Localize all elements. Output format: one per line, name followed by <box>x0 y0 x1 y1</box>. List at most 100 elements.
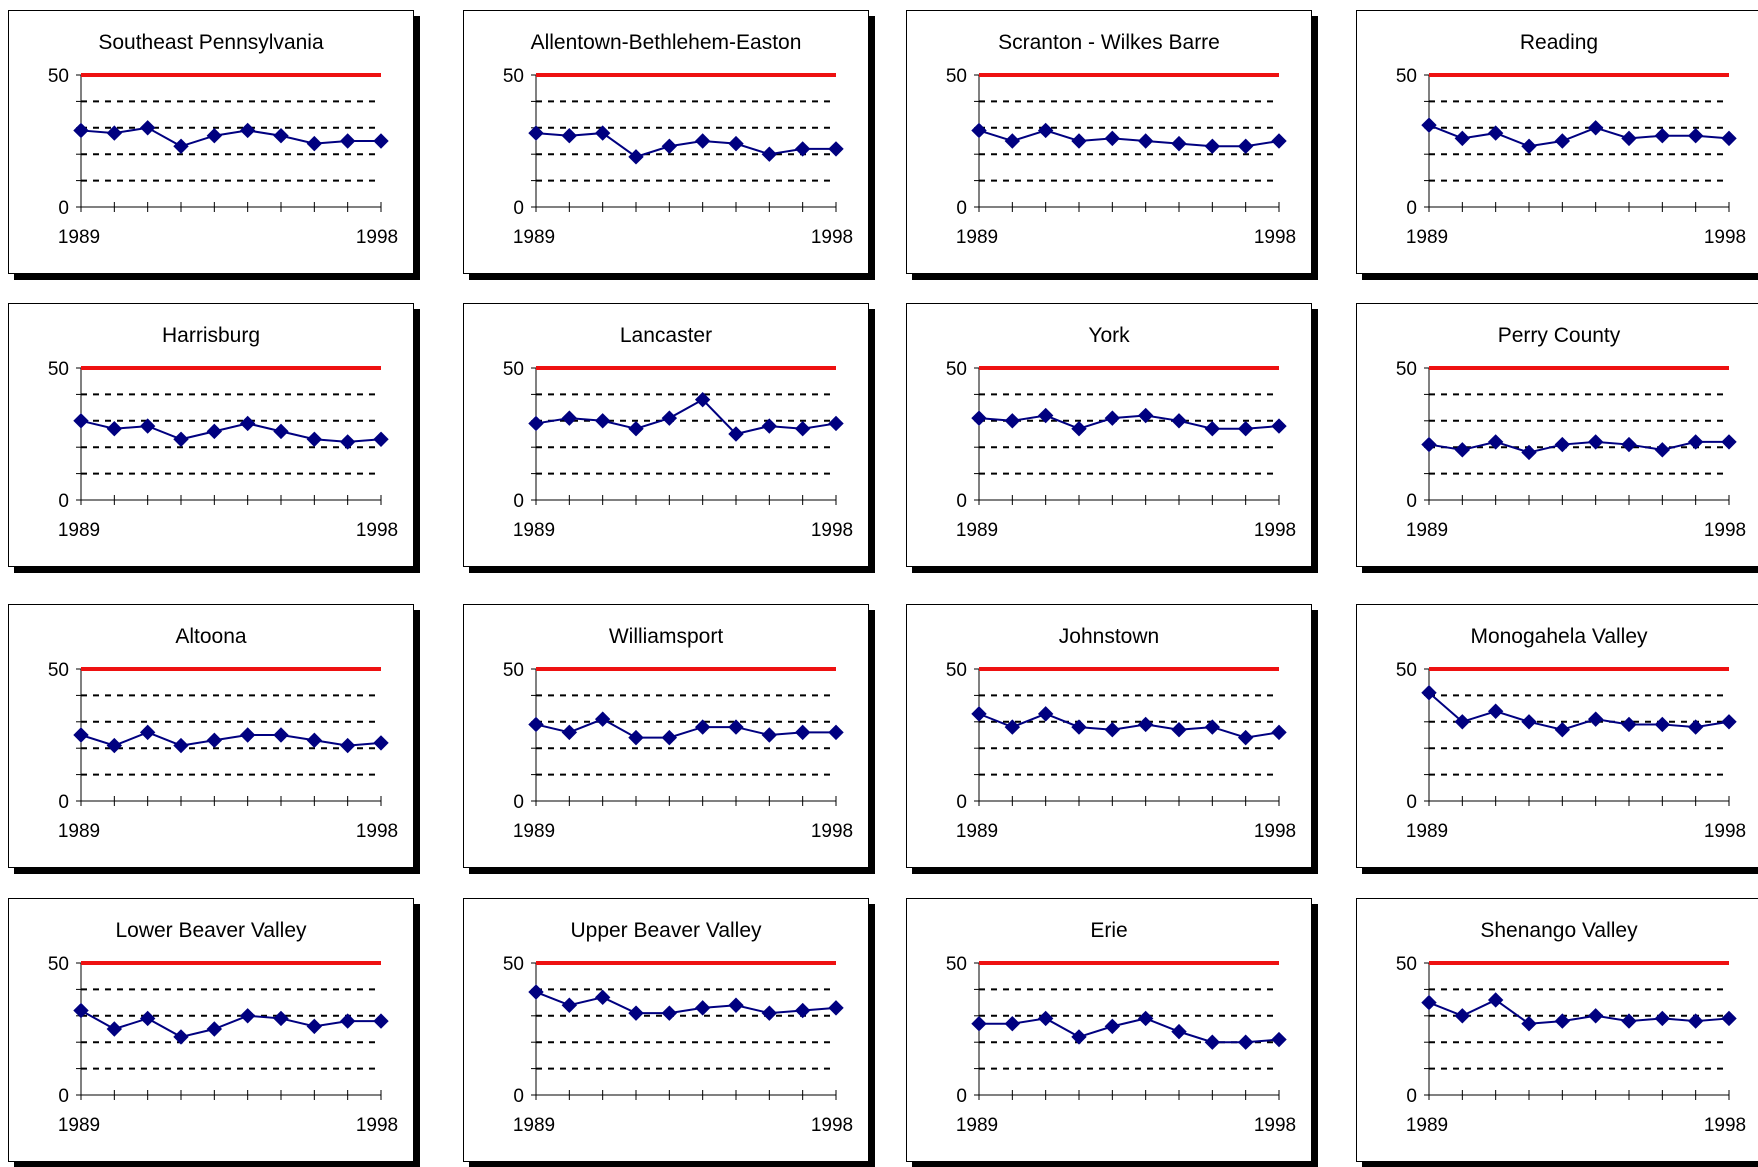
x-tick-label: 1998 <box>1254 821 1296 842</box>
data-point <box>73 727 89 743</box>
y-tick-label: 0 <box>58 792 69 813</box>
data-point <box>694 719 711 735</box>
data-point <box>339 434 356 450</box>
y-tick-label: 50 <box>946 359 967 380</box>
chart-title: York <box>1088 324 1130 347</box>
data-point <box>206 128 223 144</box>
chart-plot: 50 0 1989 1998 <box>48 954 398 1136</box>
data-point <box>971 122 987 139</box>
data-point <box>1171 135 1187 152</box>
x-tick-label: 1989 <box>58 520 100 541</box>
data-point <box>139 120 156 136</box>
data-point <box>1687 128 1704 144</box>
data-point <box>173 431 189 447</box>
data-point <box>1171 1023 1187 1040</box>
data-point <box>694 133 711 149</box>
chart-panel: Johnstown 50 0 1989 1998 <box>906 604 1312 868</box>
data-point <box>1721 130 1737 147</box>
data-point <box>73 1002 89 1019</box>
data-point <box>1071 421 1087 437</box>
data-point <box>1104 130 1121 147</box>
data-point <box>794 724 811 741</box>
series-line <box>535 991 837 1015</box>
y-tick-label: 0 <box>1406 792 1417 813</box>
data-point <box>1004 719 1021 735</box>
y-tick-label: 0 <box>956 792 967 813</box>
data-point <box>106 737 123 754</box>
chart-title: Erie <box>1090 919 1128 942</box>
data-point <box>661 729 678 746</box>
data-point <box>1487 434 1504 450</box>
y-tick-label: 0 <box>1406 491 1417 512</box>
data-point <box>1421 685 1437 701</box>
chart-plot: 50 0 1989 1998 <box>48 66 398 248</box>
x-tick-label: 1989 <box>513 520 555 541</box>
data-point <box>794 421 811 437</box>
data-point <box>561 724 578 741</box>
data-point <box>339 1013 356 1029</box>
chart-panel: Erie 50 0 1989 1998 <box>906 898 1312 1162</box>
data-point <box>273 727 289 743</box>
x-tick-label: 1989 <box>956 227 998 248</box>
chart-plot: 50 0 1989 1998 <box>503 660 853 842</box>
data-point <box>1137 1010 1154 1027</box>
data-point <box>173 1029 189 1045</box>
data-point <box>628 149 644 165</box>
series-line <box>80 1009 381 1038</box>
y-tick-label: 50 <box>946 954 967 975</box>
data-point <box>1487 125 1504 141</box>
data-point <box>1204 1034 1221 1050</box>
x-tick-label: 1998 <box>1254 520 1296 541</box>
data-point <box>306 431 323 447</box>
x-tick-label: 1998 <box>1254 227 1296 248</box>
x-tick-label: 1989 <box>1406 821 1448 842</box>
data-point <box>206 1021 223 1037</box>
series-line <box>978 414 1280 430</box>
data-point <box>306 1018 323 1035</box>
data-point <box>1521 714 1537 730</box>
chart-panel: Williamsport 50 0 1989 1998 <box>463 604 869 868</box>
data-point <box>1171 722 1187 738</box>
data-point <box>1204 138 1221 154</box>
data-point <box>828 141 844 157</box>
y-tick-label: 0 <box>513 491 524 512</box>
y-tick-label: 0 <box>956 491 967 512</box>
y-tick-label: 50 <box>1396 359 1417 380</box>
x-tick-label: 1998 <box>811 227 853 248</box>
chart-plot: 50 0 1989 1998 <box>1396 660 1746 842</box>
chart-plot: 50 0 1989 1998 <box>946 954 1296 1136</box>
chart-title: Johnstown <box>1058 625 1160 648</box>
x-tick-label: 1998 <box>1704 520 1746 541</box>
data-point <box>1171 413 1187 429</box>
y-tick-label: 50 <box>503 66 524 87</box>
data-point <box>794 1002 811 1019</box>
y-tick-label: 50 <box>946 660 967 681</box>
data-point <box>971 1016 987 1032</box>
data-point <box>561 410 578 426</box>
data-point <box>1137 133 1154 149</box>
y-tick-label: 50 <box>48 66 69 87</box>
data-point <box>1137 716 1154 733</box>
chart-panel: Upper Beaver Valley 50 0 1989 1998 <box>463 898 869 1162</box>
data-point <box>694 1000 711 1016</box>
data-point <box>628 421 644 437</box>
data-point <box>594 125 611 141</box>
data-point <box>1521 1016 1537 1032</box>
chart-panel: Altoona 50 0 1989 1998 <box>8 604 414 868</box>
x-tick-label: 1989 <box>58 1115 100 1136</box>
data-point <box>1204 719 1221 735</box>
data-point <box>1037 122 1054 139</box>
data-point <box>728 426 744 442</box>
chart-plot: 50 0 1989 1998 <box>1396 954 1746 1136</box>
x-tick-label: 1998 <box>811 1115 853 1136</box>
data-point <box>1554 722 1571 738</box>
data-point <box>661 138 678 154</box>
series-line <box>1428 998 1730 1025</box>
y-tick-label: 50 <box>48 359 69 380</box>
y-tick-label: 0 <box>513 198 524 219</box>
y-tick-label: 0 <box>956 1086 967 1107</box>
x-tick-label: 1989 <box>513 821 555 842</box>
data-point <box>628 1005 644 1021</box>
data-point <box>273 423 289 440</box>
y-tick-label: 50 <box>503 359 524 380</box>
